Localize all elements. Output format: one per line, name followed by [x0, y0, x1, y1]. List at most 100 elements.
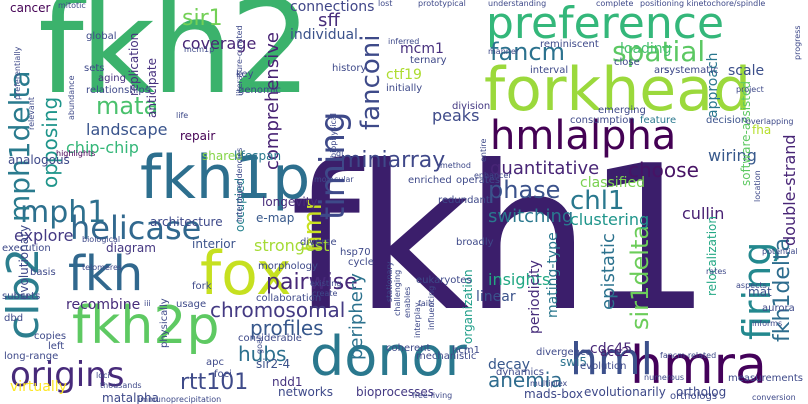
word: hcm1: [452, 345, 480, 356]
word: fanconi: [356, 34, 386, 130]
word: choose: [628, 158, 699, 182]
word: hml: [570, 334, 653, 385]
word: rates: [706, 267, 727, 276]
word: quantitative: [490, 158, 600, 179]
word: numerous: [644, 373, 685, 382]
word: cycle: [348, 257, 374, 268]
word: sir1delta: [626, 224, 654, 330]
word: origins: [10, 355, 125, 395]
word: eukaryotes: [416, 275, 472, 286]
word: profiles: [250, 316, 324, 340]
word: fox: [200, 239, 292, 309]
word: interior: [192, 237, 236, 251]
word: periodicity: [527, 260, 543, 334]
word: mata: [96, 92, 159, 120]
word: networks: [278, 385, 333, 399]
word: spatial: [612, 35, 706, 68]
word: history: [332, 63, 367, 74]
word: manner: [488, 47, 520, 56]
word: shared: [202, 149, 243, 163]
word: wiring: [708, 146, 757, 165]
word: fork: [192, 281, 212, 292]
word: entire: [479, 138, 488, 162]
word: relevant: [27, 96, 36, 130]
word: recombine: [66, 297, 141, 313]
word: switching: [488, 206, 574, 227]
word: inferred: [388, 37, 420, 46]
word: ace2: [600, 345, 629, 359]
word: approach: [705, 52, 721, 118]
word: usage: [176, 299, 207, 310]
word: free-living: [412, 391, 453, 400]
word: hmra: [630, 336, 767, 396]
word: literature-curated: [235, 25, 244, 96]
word: considerable: [238, 333, 302, 344]
word: strongest: [254, 236, 330, 255]
word: systematic: [664, 65, 719, 76]
word: sff: [318, 10, 340, 31]
word: biological: [82, 235, 121, 244]
word: fancm: [490, 38, 565, 66]
word: connections: [290, 0, 375, 15]
word: periphery: [346, 273, 367, 360]
word: evolutionarily: [584, 385, 666, 399]
word: mitotic: [58, 1, 86, 10]
word: aurora: [762, 303, 795, 314]
word: iii: [144, 299, 151, 308]
word: bioprocesses: [356, 385, 435, 399]
word: fkh1: [290, 123, 712, 356]
word: fancm-related: [660, 351, 717, 360]
word: sir2-4: [256, 357, 291, 371]
word: divergence: [536, 347, 592, 358]
word: broadly: [456, 237, 494, 248]
word: fkh: [68, 246, 144, 302]
word: molecular: [314, 175, 354, 184]
word: mph1: [20, 195, 107, 230]
word: insights: [488, 270, 551, 289]
word: loci: [96, 371, 110, 380]
word: e-map: [256, 211, 295, 225]
word: phase: [488, 176, 561, 204]
word: relocalization: [705, 216, 719, 296]
word: apc: [206, 357, 224, 368]
word: longevity: [262, 195, 318, 209]
word: mat: [748, 285, 772, 299]
word: hmlalpha: [490, 113, 677, 159]
word: aging: [98, 73, 126, 84]
word: positioning kinetochore/spindle: [640, 0, 766, 8]
word: mcm1p: [184, 45, 215, 54]
word: linear: [476, 289, 516, 305]
word: chl1: [570, 186, 625, 216]
word: enhancer: [474, 171, 512, 180]
word: fha: [752, 123, 772, 137]
word: close: [614, 57, 640, 68]
word: fkh2p: [72, 296, 220, 356]
word: interdependencies: [235, 147, 244, 222]
word: diagram: [106, 241, 156, 255]
word: virtually: [10, 379, 67, 395]
word: lifespan: [234, 149, 282, 163]
word: thousands: [100, 381, 142, 390]
word: execution: [2, 243, 51, 254]
word: immunoprecipitation: [138, 395, 222, 404]
word: donor: [310, 325, 467, 388]
word: informs: [752, 319, 783, 328]
word: diverse: [300, 237, 337, 248]
word: repair: [180, 129, 216, 143]
word: orthologs: [670, 391, 718, 402]
word: reminiscent: [540, 39, 599, 50]
word: cancer: [10, 1, 51, 15]
word: feature: [640, 115, 677, 126]
word: explore: [14, 226, 74, 245]
word: mechanistic: [416, 351, 477, 362]
word: analogous: [8, 153, 70, 167]
word: peaks: [432, 106, 480, 125]
word: conversion: [752, 393, 796, 402]
word: hsp70: [340, 247, 371, 258]
word: matalpha: [102, 391, 160, 404]
word: chromosomal: [210, 298, 346, 322]
word: life: [176, 111, 189, 120]
word: potential: [762, 247, 798, 256]
word: sir1: [182, 6, 223, 31]
word: emerging: [598, 105, 646, 116]
